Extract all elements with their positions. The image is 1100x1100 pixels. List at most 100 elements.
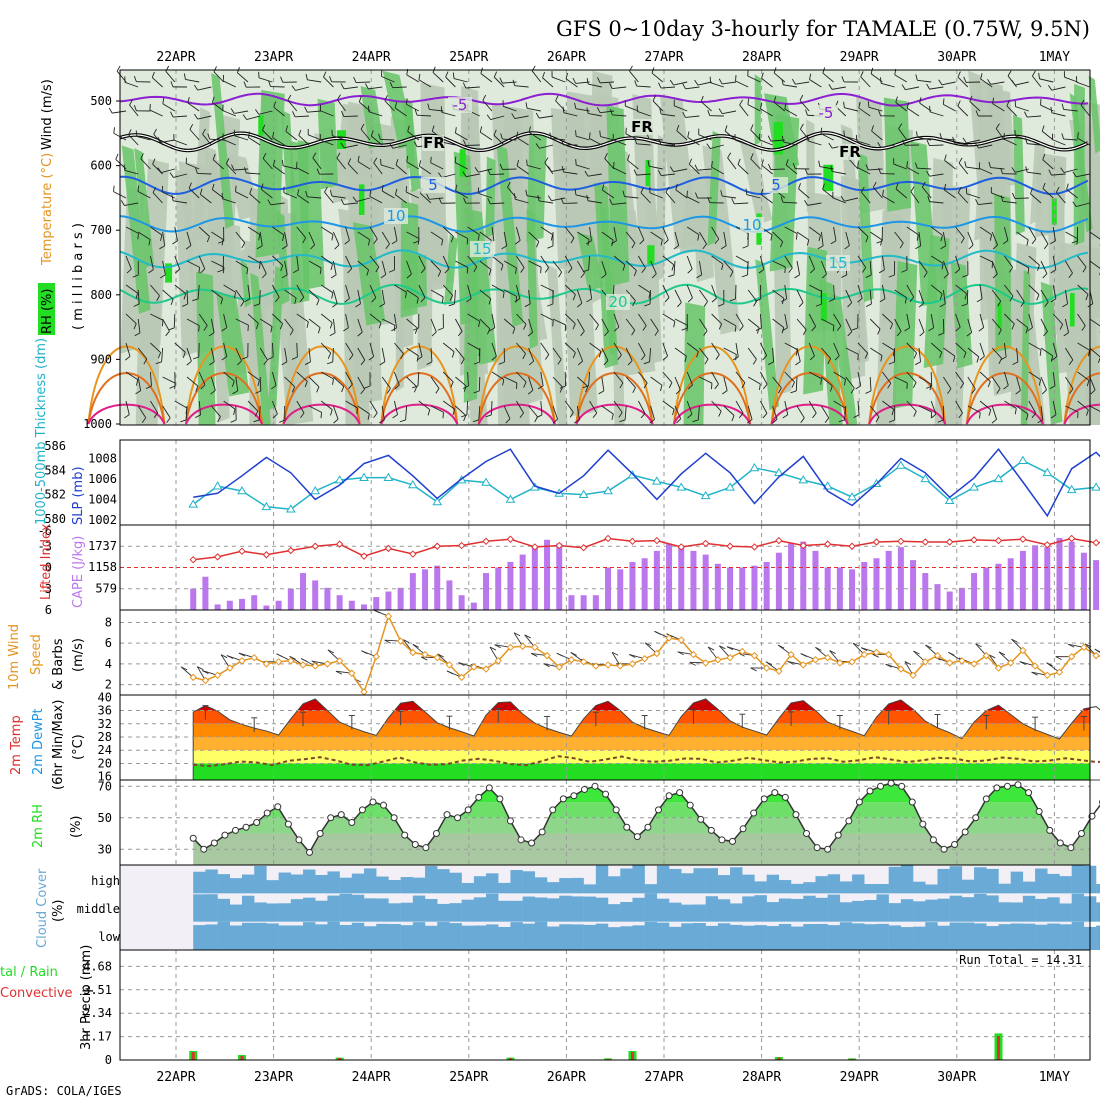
wind-barb-shaft (910, 191, 920, 204)
thickness-line-point (896, 460, 906, 469)
wind-barb-flag (926, 83, 930, 90)
wind10-speed-point (201, 676, 210, 685)
wind-barb-flag (724, 125, 728, 132)
wind-barb-shaft (287, 99, 298, 112)
wind-barb-shaft (991, 231, 998, 246)
wind-barb-shaft (393, 313, 397, 328)
wind10-speed-point (1031, 662, 1039, 670)
wind-barb-shaft (357, 161, 371, 170)
wind-barb-flag (441, 296, 444, 303)
wind-barb-flag (316, 168, 320, 175)
wind-barb-flag (1048, 84, 1053, 91)
wind-barb-flag (585, 240, 592, 245)
contour-label-bg (838, 144, 860, 160)
wind-barb-flag (348, 354, 354, 360)
lifted-index-point (287, 546, 295, 555)
wind-barb-shaft (727, 157, 737, 170)
contour-freezing-inner (119, 132, 1089, 152)
wind-barb-flag (964, 161, 967, 168)
wind-barb-flag (904, 327, 910, 332)
wind-barb-shaft (833, 371, 846, 380)
wind-barb-shaft (882, 342, 895, 351)
wind-barb-flag (137, 185, 140, 192)
wind-barb-shaft (1016, 289, 1025, 302)
wind-barb-shaft (685, 115, 700, 118)
wind-barb-flag (567, 267, 573, 274)
wind-barb-flag (1062, 303, 1068, 308)
wind-barb-flag (960, 237, 965, 244)
wind-barb-flag (341, 110, 345, 117)
wind-barb-shaft (212, 159, 224, 170)
wind-barb-flag (818, 160, 821, 167)
wind-barb-flag (279, 323, 283, 330)
thickness-line-point (212, 481, 223, 490)
wind-barb-shaft (760, 400, 768, 414)
wind-barb-shaft (588, 255, 591, 270)
lifted-index-point (238, 547, 246, 555)
wind-barb-shaft (249, 193, 261, 204)
cape-bar (422, 569, 429, 610)
wind-barb-shaft (320, 371, 334, 380)
rh2m-point (792, 811, 800, 819)
wind-barb-shaft (638, 400, 646, 414)
wind10-speed-point (457, 673, 466, 682)
cloud-bar (315, 874, 328, 894)
wind-barb-shaft (465, 173, 480, 178)
wind10-speed-point (921, 658, 929, 666)
precip-label-c: 3hr Precip (mm) (79, 945, 94, 1050)
wind-barb-shaft (873, 187, 883, 199)
rh-shade-green (526, 208, 538, 350)
wind10-barb-flag (787, 660, 794, 665)
wind-barb-shaft (942, 289, 946, 304)
wind-barb-flag (707, 109, 711, 116)
wind-barb-shaft (711, 255, 724, 265)
wind-barb-shaft (1016, 231, 1029, 241)
wind-barb-flag (330, 264, 333, 271)
contour-label-bg (826, 255, 850, 271)
wind-barb-flag (174, 268, 181, 274)
wind-barb-flag (133, 303, 140, 307)
wind-barb-shaft (1065, 231, 1078, 240)
wind-barb-flag (515, 267, 517, 274)
wind-barb-shaft (516, 342, 526, 354)
wind-barb-flag (828, 142, 833, 149)
wind-barb-flag (416, 355, 419, 362)
rh-shade-green (829, 293, 858, 425)
wind-barb-flag (223, 267, 225, 274)
wind-barb-flag (943, 273, 949, 279)
wind-barb-flag (668, 274, 675, 278)
wind-barb-flag (332, 303, 338, 308)
wind-tick: 4 (105, 657, 112, 671)
rh2m-point (549, 806, 557, 814)
wind-barb-flag (480, 67, 483, 74)
temp-band (193, 737, 1090, 751)
wind-barb-shaft (357, 347, 366, 361)
wind-barb-shaft (772, 289, 785, 299)
rh2m-point (951, 841, 959, 849)
wind-barb-shaft (845, 289, 853, 303)
cape-bar (788, 543, 795, 610)
rh2m-point (1025, 789, 1033, 797)
wind-barb-flag (575, 159, 577, 166)
wind-barb-flag (221, 239, 224, 246)
cape-label: CAPE (J/kg) (71, 536, 86, 608)
cloud-bar (205, 869, 218, 894)
wind10-speed-point (933, 651, 942, 660)
cloud-level-label: middle (77, 902, 120, 916)
temp-tick: 20 (98, 756, 112, 770)
wind10-barb-shaft (975, 643, 987, 656)
wind-barb-flag (389, 143, 394, 149)
wind-barb-shaft (918, 318, 925, 333)
lifted-index-point (823, 540, 832, 548)
wind-barb-flag (209, 361, 215, 366)
cloud-bar (864, 884, 877, 894)
wind-barb-flag (1031, 70, 1036, 77)
wind-barb-flag (474, 166, 479, 173)
wind-barb-flag (694, 79, 699, 86)
cape-bar (934, 584, 941, 610)
wind-barb-flag (1050, 106, 1053, 113)
wind-barb-flag (741, 274, 748, 278)
wind-barb-flag (519, 412, 524, 419)
wind-barb-shaft (173, 115, 188, 118)
